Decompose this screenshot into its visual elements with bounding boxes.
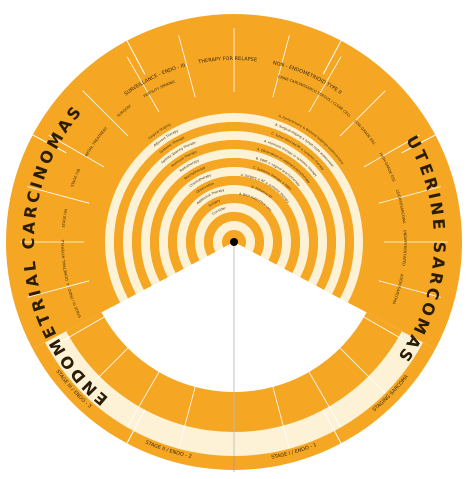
outer-cell-left: STAGE IVA	[62, 208, 69, 228]
wheel-spokes	[20, 28, 448, 472]
outer-cell-right: UNDIFFERENTIATED	[401, 230, 407, 267]
outer-cell-right: LEIOMYOSARCOMA	[395, 189, 406, 224]
spoke-line	[339, 347, 386, 394]
concentric-ring	[176, 185, 291, 269]
band-divider	[401, 134, 436, 154]
lower-title-band	[45, 331, 423, 456]
spoke-line	[27, 186, 90, 204]
spoke-line	[178, 386, 196, 449]
wheel-rings	[96, 104, 373, 307]
spoke-line	[48, 134, 105, 168]
spoke-line	[272, 35, 290, 98]
spoke-line	[378, 280, 441, 298]
spoke-line	[82, 90, 129, 137]
spoke-line	[126, 371, 160, 428]
band-divider	[126, 40, 146, 75]
spoke-line	[178, 35, 196, 98]
center-pin	[230, 238, 238, 246]
spoke-line	[48, 316, 105, 350]
spoke-line	[339, 90, 386, 137]
spoke-line	[126, 56, 160, 113]
spoke-line	[82, 347, 129, 394]
band-divider	[32, 134, 67, 154]
spoke-line	[27, 280, 90, 298]
top-header: THERAPY FOR RELAPSE	[197, 56, 257, 66]
spoke-line	[363, 316, 420, 350]
band-divider	[322, 409, 342, 444]
band-divider	[322, 40, 342, 75]
spoke-line	[378, 186, 441, 204]
spoke-line	[308, 371, 342, 428]
spoke-line	[308, 56, 342, 113]
ring-label: Surgery	[208, 198, 221, 207]
spoke-line	[363, 134, 420, 168]
concentric-ring	[213, 221, 255, 252]
concentric-ring	[186, 194, 282, 265]
band-divider	[126, 409, 146, 444]
spoke-line	[272, 386, 290, 449]
outer-cell-left: STAGE IVB	[70, 168, 81, 188]
ring-label: Consider	[211, 206, 226, 216]
concentric-ring	[195, 203, 273, 261]
concentric-ring	[204, 212, 264, 257]
